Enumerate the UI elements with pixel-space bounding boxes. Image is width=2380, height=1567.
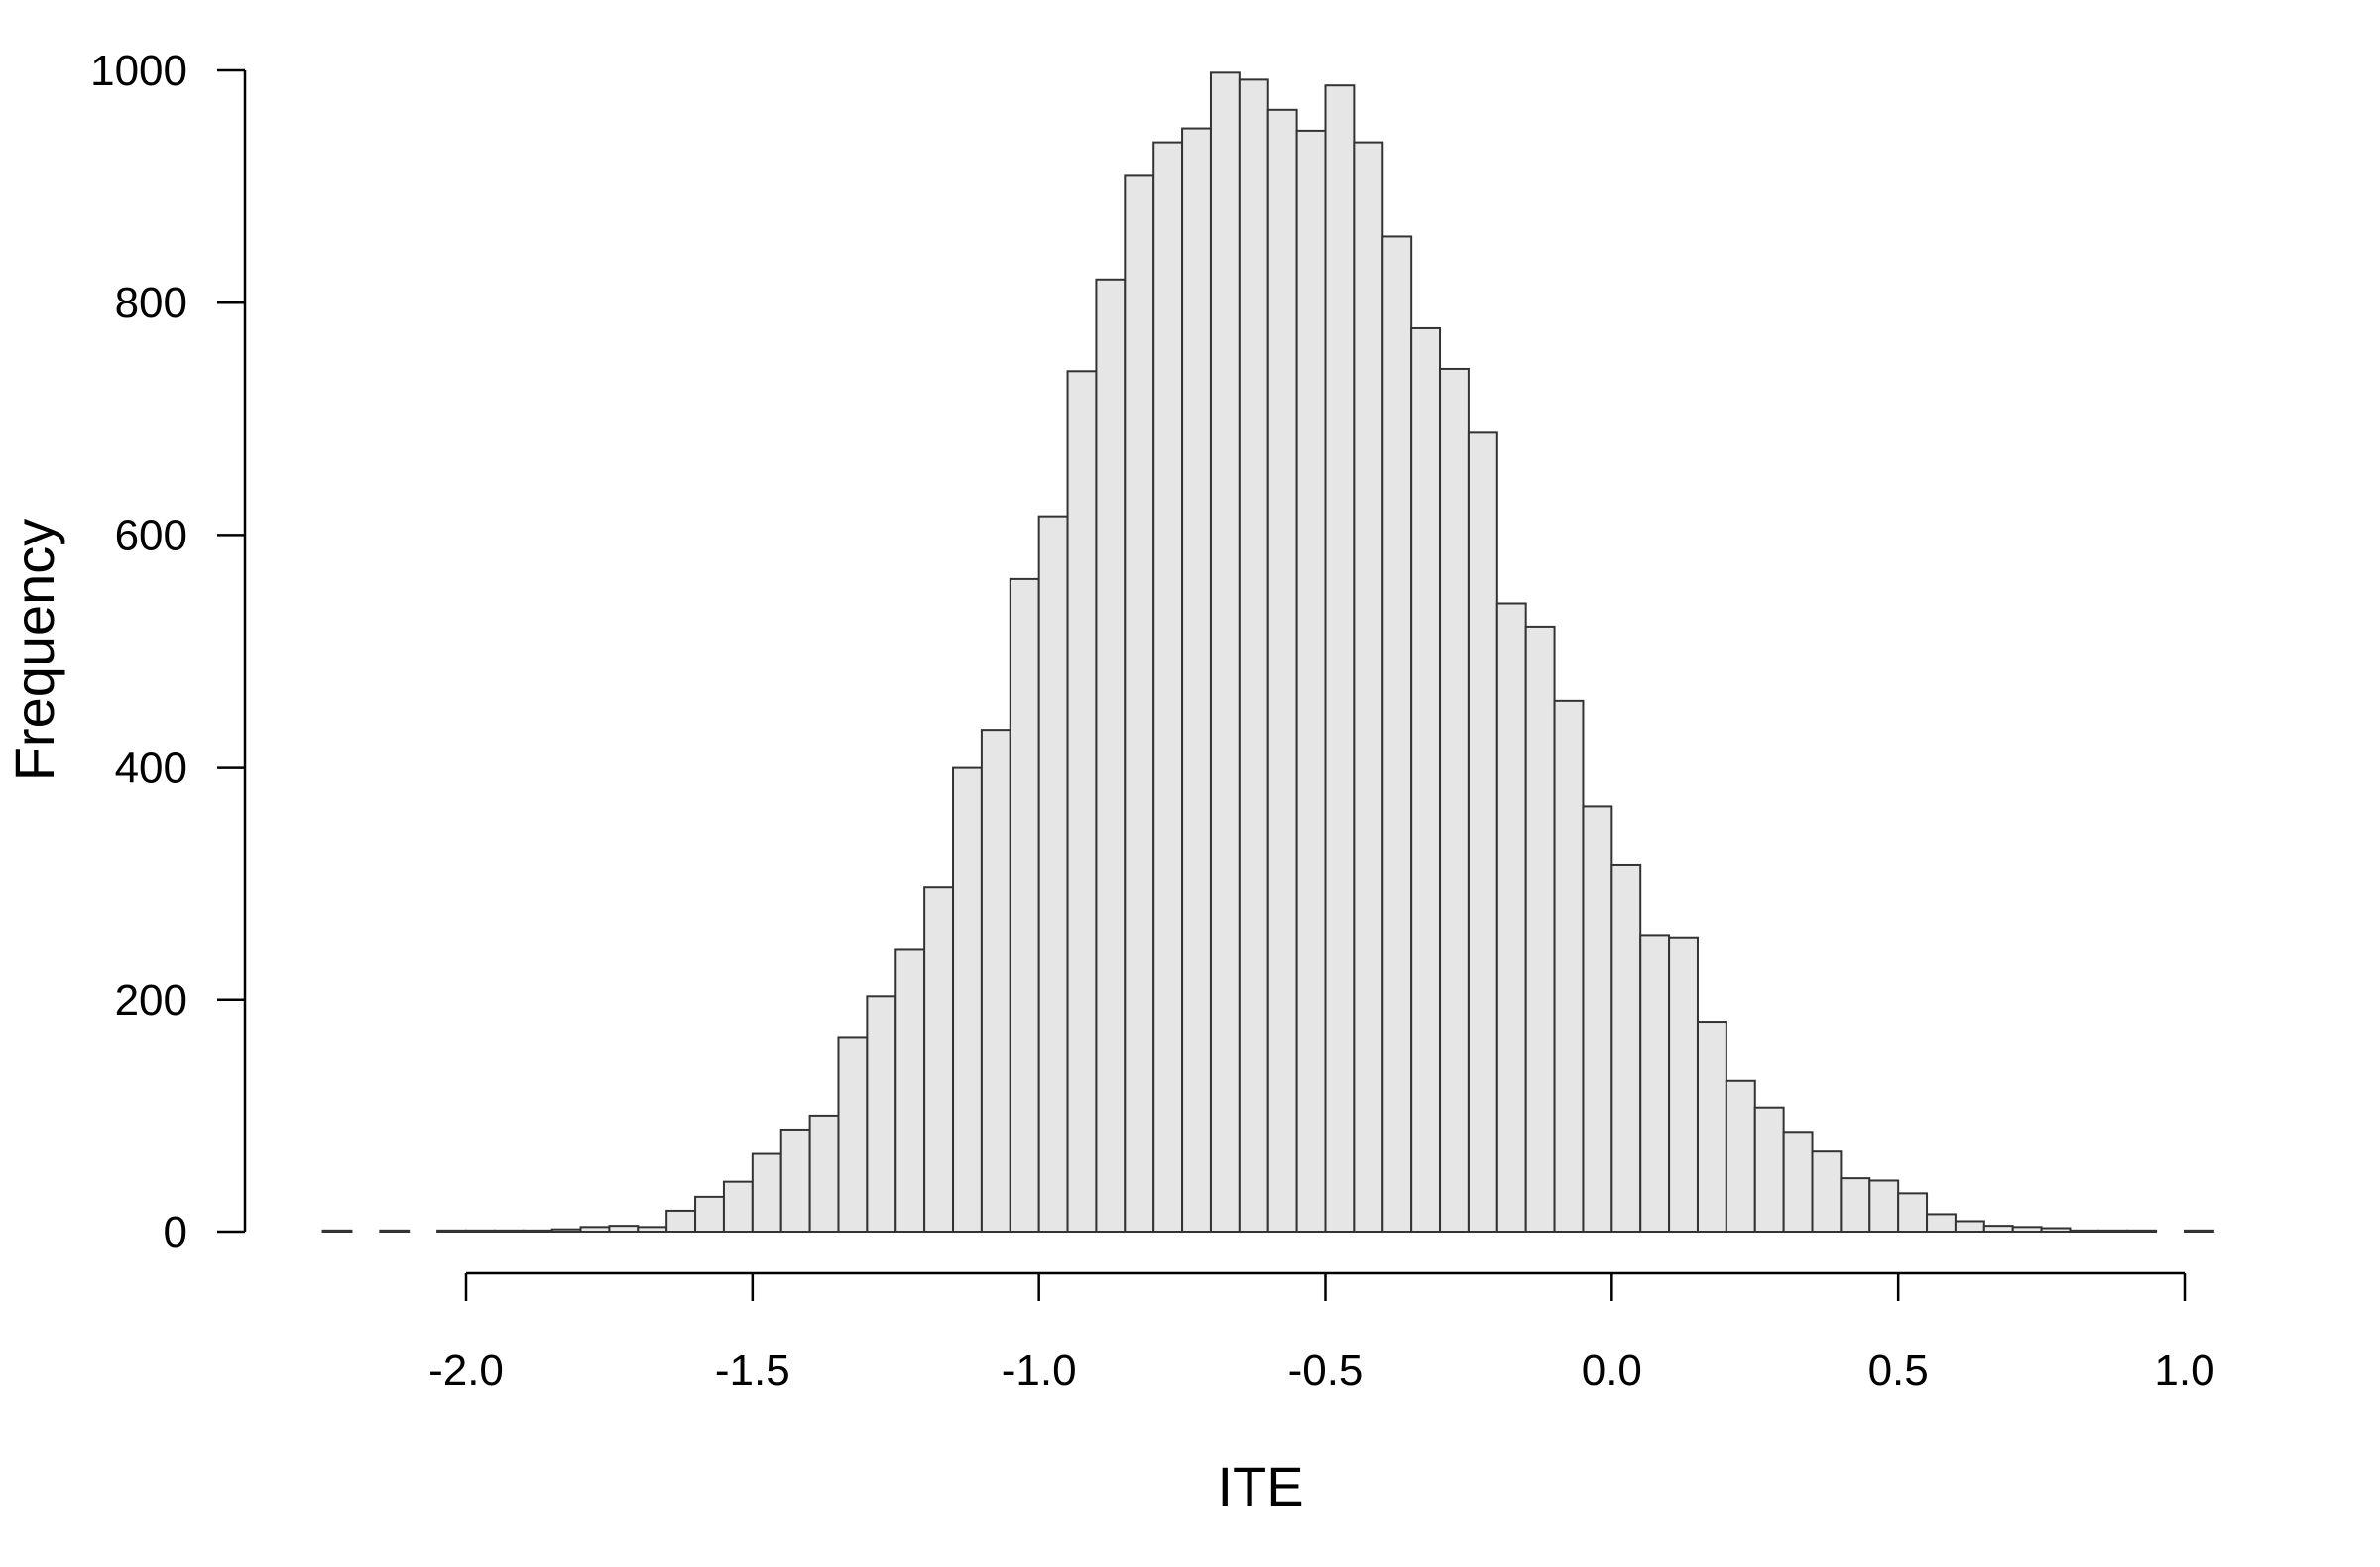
x-axis-title: ITE [1217, 1455, 1303, 1517]
histogram-bar [550, 1228, 582, 1234]
histogram-bar [1954, 1220, 1985, 1233]
histogram-bar [837, 1036, 869, 1233]
histogram-bar [923, 886, 955, 1234]
histogram-bar [980, 729, 1012, 1233]
histogram-bar [1266, 108, 1298, 1233]
histogram-bar [894, 948, 926, 1233]
histogram-bar [1381, 235, 1413, 1233]
histogram-bar [321, 1229, 353, 1233]
histogram-bar [952, 766, 983, 1233]
histogram-bar [1238, 78, 1269, 1234]
histogram-bar [2040, 1227, 2072, 1233]
y-tick-label: 600 [115, 511, 187, 559]
y-tick-label: 400 [115, 744, 187, 792]
histogram-bar [751, 1152, 782, 1234]
histogram-bar [579, 1226, 611, 1233]
histogram-bar [1495, 602, 1527, 1233]
histogram-bar [1753, 1106, 1785, 1233]
x-axis: -2.0 -1.5 -1.0 -0.5 0.0 0.5 1.0 [428, 1271, 2215, 1394]
histogram-bar [2184, 1229, 2214, 1233]
histogram-bar [1439, 367, 1470, 1233]
y-tick-label: 0 [164, 1208, 187, 1257]
histogram-bar [1152, 141, 1184, 1234]
histogram-bar [1181, 127, 1212, 1233]
histogram-bar [1209, 71, 1241, 1234]
histogram-bar [608, 1225, 640, 1234]
histogram-bar [1553, 699, 1585, 1233]
histogram-bar [722, 1180, 754, 1234]
histogram-bar [436, 1229, 467, 1233]
x-tick-label: -1.0 [1002, 1346, 1077, 1394]
histogram-bar [1725, 1079, 1756, 1234]
histogram-bar [1095, 278, 1127, 1233]
y-axis: 0 200 400 600 800 1000 [90, 47, 247, 1257]
x-tick-label: -0.5 [1288, 1346, 1364, 1394]
histogram-bar [2097, 1229, 2129, 1233]
histogram-bar [1897, 1192, 1929, 1233]
histogram-bar [1009, 577, 1040, 1233]
histogram-bar [1982, 1225, 2014, 1234]
histogram-bar [1840, 1177, 1871, 1234]
histogram-bar [665, 1209, 697, 1234]
histogram-bar [522, 1229, 553, 1233]
histogram-bar [1324, 84, 1356, 1234]
histogram-bar [1610, 863, 1642, 1234]
histogram-bar [1868, 1179, 1900, 1233]
y-tick-label: 200 [115, 976, 187, 1025]
histogram-bar [379, 1229, 411, 1233]
histogram-bar [1782, 1131, 1814, 1234]
x-tick-label: -2.0 [428, 1346, 504, 1394]
histogram-bar [1467, 431, 1498, 1234]
y-tick-label: 1000 [90, 47, 187, 95]
histogram-bar [637, 1226, 668, 1233]
histogram-bar [1410, 326, 1442, 1233]
histogram-bar [2069, 1229, 2100, 1233]
x-tick-label: 1.0 [2154, 1346, 2214, 1394]
y-axis-title: Frequency [3, 519, 65, 782]
histogram-bar [1524, 625, 1556, 1233]
histogram-bar [1295, 129, 1327, 1233]
histogram-bar [1811, 1150, 1843, 1233]
x-tick-label: -1.5 [715, 1346, 790, 1394]
histogram-bars [321, 71, 2214, 1234]
y-tick-label: 800 [115, 279, 187, 327]
histogram-bar [1124, 174, 1155, 1233]
histogram-bar [1926, 1213, 1957, 1234]
histogram-bar [2011, 1226, 2043, 1233]
histogram-bar [808, 1114, 840, 1234]
x-tick-label: 0.5 [1868, 1346, 1929, 1394]
histogram-bar [493, 1229, 525, 1233]
histogram-bar [1639, 934, 1671, 1233]
histogram-bar [866, 995, 897, 1233]
histogram-bar [465, 1229, 496, 1233]
histogram-bar [1066, 370, 1098, 1234]
histogram-bar [1582, 805, 1613, 1233]
histogram-bar [1696, 1021, 1727, 1234]
histogram-bar [1668, 936, 1699, 1233]
histogram-bar [779, 1128, 811, 1233]
x-tick-label: 0.0 [1582, 1346, 1642, 1394]
histogram-bar [1353, 141, 1384, 1234]
histogram-bar [694, 1195, 725, 1233]
histogram-bar [2126, 1229, 2158, 1233]
histogram-bar [1037, 515, 1069, 1233]
